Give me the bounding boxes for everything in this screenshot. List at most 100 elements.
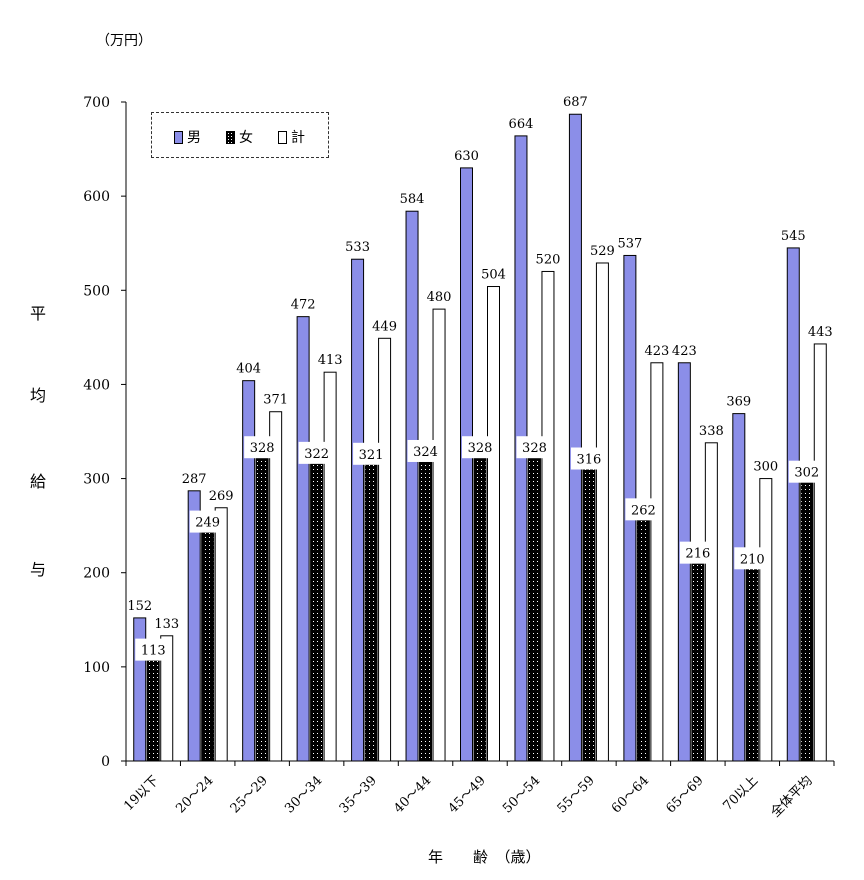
bar-female bbox=[419, 455, 433, 762]
legend-swatch-male bbox=[174, 130, 183, 144]
legend-item-female: 女 bbox=[226, 127, 253, 147]
data-label-male: 533 bbox=[345, 240, 370, 255]
data-label-female-box bbox=[516, 436, 553, 459]
y-axis-label-char-2: 均 bbox=[29, 386, 46, 405]
data-label-male: 537 bbox=[617, 236, 642, 251]
x-tick-label: 55～59 bbox=[555, 773, 598, 816]
data-label-male: 287 bbox=[182, 472, 207, 487]
bar-total bbox=[595, 262, 609, 762]
data-label-male: 584 bbox=[400, 192, 425, 207]
y-axis-label-char-1: 平 bbox=[29, 304, 46, 323]
x-tick-label: 25～29 bbox=[228, 773, 271, 816]
x-tick-label: 70以上 bbox=[720, 773, 761, 814]
data-label-total: 480 bbox=[427, 290, 452, 305]
bar-total bbox=[323, 371, 337, 762]
bar-female bbox=[255, 451, 269, 762]
data-label-female-box bbox=[788, 460, 825, 483]
data-label-female: 316 bbox=[577, 453, 602, 468]
bar-female bbox=[636, 513, 650, 762]
data-label-total: 413 bbox=[318, 353, 343, 368]
x-tick-label: 35～39 bbox=[337, 773, 380, 816]
data-label-female-box bbox=[298, 441, 335, 464]
bar-total bbox=[160, 635, 174, 762]
y-tick-label: 500 bbox=[83, 283, 110, 299]
bar-female bbox=[201, 526, 215, 762]
data-label-female: 113 bbox=[141, 644, 166, 659]
y-tick-label: 200 bbox=[83, 566, 110, 582]
bar-male bbox=[568, 113, 582, 762]
y-tick-label: 300 bbox=[83, 472, 110, 488]
x-tick-label: 全体平均 bbox=[768, 773, 816, 821]
bar-total bbox=[813, 343, 827, 762]
bar-total bbox=[269, 411, 283, 762]
y-tick-label: 0 bbox=[101, 754, 110, 770]
x-tick-label: 50～54 bbox=[500, 773, 543, 816]
data-label-male: 687 bbox=[563, 95, 588, 110]
data-label-female-box bbox=[244, 436, 281, 459]
data-label-male: 404 bbox=[236, 362, 261, 377]
bar-total bbox=[759, 478, 773, 762]
legend-label-total: 計 bbox=[291, 130, 305, 146]
data-label-female-box bbox=[407, 439, 444, 462]
bar-female bbox=[146, 654, 160, 762]
y-tick-label: 100 bbox=[83, 660, 110, 676]
data-label-male: 664 bbox=[509, 117, 534, 132]
bar-female bbox=[582, 463, 596, 762]
data-label-female: 210 bbox=[740, 552, 765, 567]
data-label-total: 423 bbox=[644, 344, 669, 359]
bar-total bbox=[487, 286, 500, 762]
data-label-total: 133 bbox=[154, 617, 179, 632]
data-label-male: 630 bbox=[454, 149, 479, 164]
data-label-female: 328 bbox=[468, 441, 493, 456]
bar-male bbox=[460, 167, 473, 762]
data-label-female-box bbox=[353, 442, 390, 465]
x-tick-label: 40～44 bbox=[391, 773, 434, 816]
x-tick-label: 60～64 bbox=[609, 773, 652, 816]
legend-item-total: 計 bbox=[278, 127, 305, 147]
bar-female bbox=[745, 562, 759, 762]
x-tick-label: 20～24 bbox=[173, 773, 216, 816]
data-label-female: 249 bbox=[195, 516, 220, 531]
bar-male bbox=[732, 413, 746, 762]
legend-swatch-female bbox=[226, 130, 235, 144]
x-tick-label: 45～49 bbox=[446, 773, 489, 816]
data-label-total: 300 bbox=[753, 460, 778, 475]
data-label-female: 328 bbox=[250, 441, 275, 456]
legend-label-male: 男 bbox=[187, 130, 201, 146]
x-tick-label: 19以下 bbox=[121, 773, 162, 814]
bar-female bbox=[310, 457, 324, 762]
bar-female bbox=[364, 458, 378, 762]
data-label-female: 321 bbox=[359, 448, 384, 463]
bar-male bbox=[405, 210, 419, 762]
data-label-female-box bbox=[135, 638, 172, 661]
data-label-total: 443 bbox=[808, 325, 833, 340]
data-label-male: 152 bbox=[127, 599, 152, 614]
legend-swatch-total bbox=[278, 130, 287, 144]
y-tick-label: 700 bbox=[83, 95, 110, 111]
legend-item-male: 男 bbox=[174, 127, 201, 147]
y-axis-label-char-4: 与 bbox=[29, 560, 46, 579]
legend-label-female: 女 bbox=[239, 130, 253, 146]
data-label-female: 328 bbox=[522, 441, 547, 456]
bars bbox=[133, 113, 827, 762]
data-label-male: 423 bbox=[672, 344, 697, 359]
bar-total bbox=[541, 270, 555, 762]
data-label-female-box bbox=[679, 541, 716, 564]
data-label-total: 371 bbox=[263, 393, 288, 408]
data-label-total: 269 bbox=[209, 489, 234, 504]
y-tick-label: 600 bbox=[83, 189, 110, 205]
unit-label: （万円） bbox=[96, 33, 152, 49]
bar-male bbox=[296, 316, 310, 762]
data-label-total: 529 bbox=[590, 244, 615, 259]
bar-female bbox=[473, 451, 487, 762]
bar-female bbox=[691, 557, 705, 762]
x-axis-label: 年 齢 （歳） bbox=[428, 848, 541, 866]
data-label-female: 324 bbox=[413, 445, 438, 460]
data-label-female-box bbox=[625, 498, 662, 521]
bar-female bbox=[527, 451, 541, 762]
data-label-total: 449 bbox=[372, 319, 397, 334]
data-label-male: 369 bbox=[726, 395, 751, 410]
bar-total bbox=[214, 507, 228, 762]
